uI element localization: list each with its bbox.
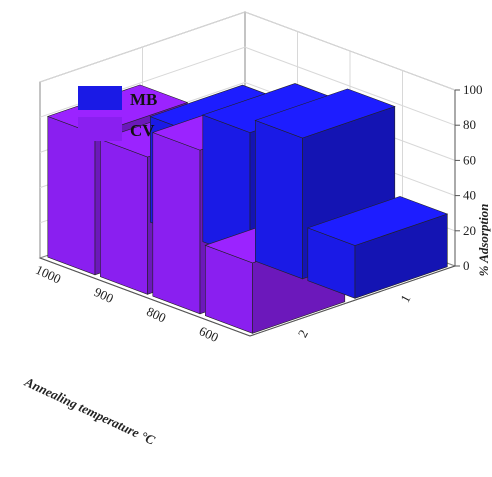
temperature-tick-label: 1000 — [33, 262, 63, 287]
bar-face-top — [306, 196, 449, 246]
legend-cv-swatch — [78, 117, 122, 141]
bar-face-left — [255, 119, 303, 280]
temperature-tick-label: 800 — [144, 304, 168, 326]
z-tick-label: 60 — [463, 152, 476, 167]
z-tick-label: 20 — [463, 223, 476, 238]
series-tick-label: 2 — [295, 327, 311, 340]
z-tick-label: 80 — [463, 117, 476, 132]
z-axis-title: % Adsorption — [476, 204, 491, 277]
series-axis-line — [249, 265, 456, 337]
bar-face-top — [254, 88, 396, 139]
temperature-axis-title: Annealing temperature °C — [22, 374, 158, 448]
z-axis: 0 20 40 60 80 100 — [454, 82, 483, 273]
temperature-tick-label: 600 — [197, 323, 221, 345]
legend-cv-label: CV — [130, 121, 155, 140]
temperature-axis-line — [39, 257, 251, 337]
bar-mb-600 — [306, 196, 449, 299]
temperature-tick-label: 900 — [92, 284, 116, 306]
z-tick-label: 100 — [463, 82, 483, 97]
z-tick-label: 0 — [463, 258, 470, 273]
series-tick-label: 1 — [397, 292, 413, 305]
gridline-z — [39, 11, 456, 91]
legend: MB CV — [78, 86, 157, 141]
temperature-axis: 1000 900 800 600 — [33, 262, 220, 345]
bar-face-left — [152, 132, 201, 315]
legend-mb-label: MB — [130, 90, 157, 109]
bar-face-left — [100, 138, 148, 295]
z-tick-label: 40 — [463, 188, 476, 203]
legend-mb-swatch — [78, 86, 122, 110]
floor-axes — [39, 257, 456, 337]
